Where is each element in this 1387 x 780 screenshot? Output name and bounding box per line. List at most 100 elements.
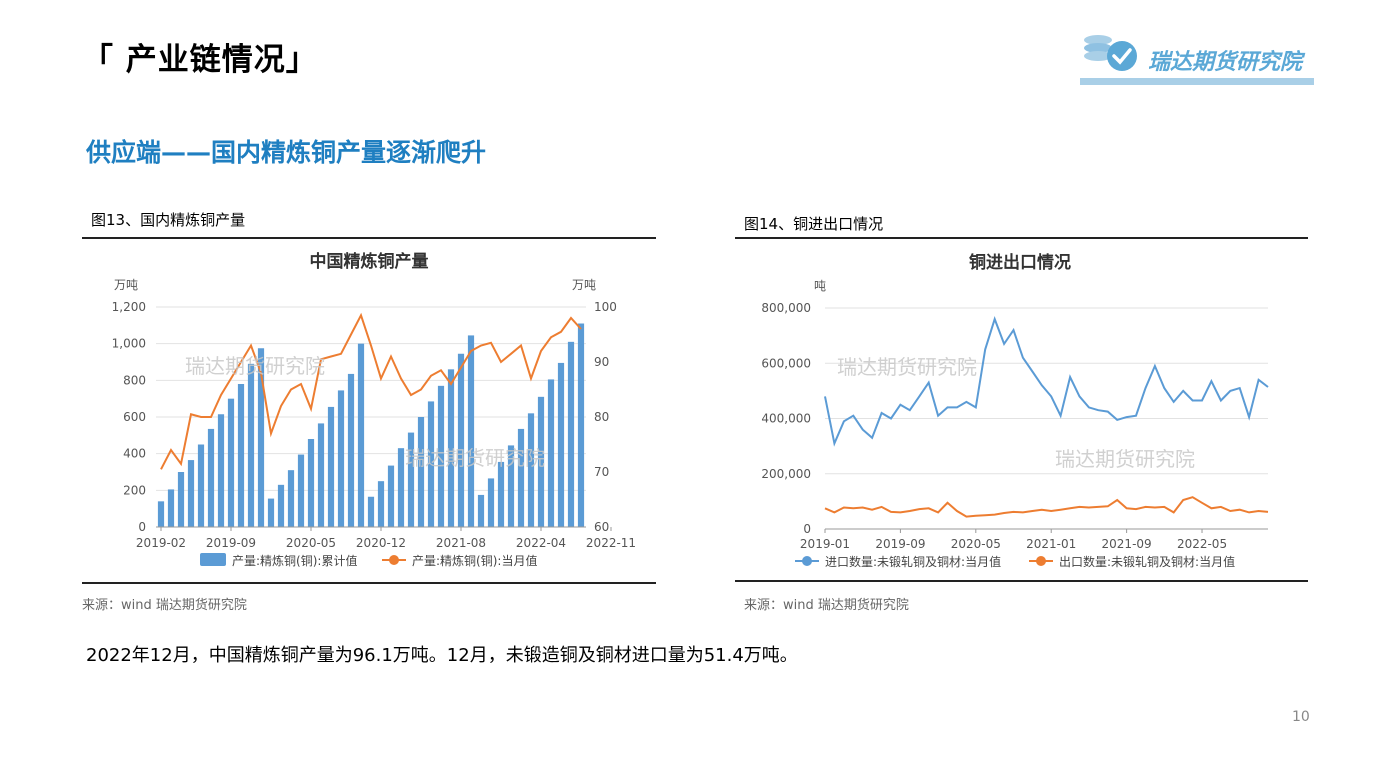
bar <box>327 406 335 527</box>
bar <box>317 423 325 527</box>
bar <box>537 396 545 527</box>
watermark: 瑞达期货研究院 <box>405 446 545 470</box>
bar <box>397 448 405 527</box>
bar <box>267 498 275 527</box>
bar <box>367 496 375 527</box>
y-axis-unit: 吨 <box>814 279 826 293</box>
bar <box>447 369 455 527</box>
x-tick-label: 2020-12 <box>356 536 406 550</box>
y-tick-label: 400,000 <box>761 412 811 426</box>
x-tick-label: 2022-11 <box>586 536 636 550</box>
bar <box>467 335 475 527</box>
left-tick-label: 200 <box>123 483 146 497</box>
bar <box>497 461 505 527</box>
figure-13-bottom-rule <box>82 582 656 584</box>
x-tick-label: 2019-02 <box>136 536 186 550</box>
bar <box>517 428 525 527</box>
x-tick-label: 2022-05 <box>1177 537 1227 551</box>
left-tick-label: 1,200 <box>112 300 146 314</box>
chart-title: 铜进出口情况 <box>969 252 1071 273</box>
series-line-monthly-output <box>160 312 582 470</box>
left-tick-label: 1,000 <box>112 337 146 351</box>
bar <box>257 348 265 527</box>
x-tick-label: 2019-09 <box>875 537 925 551</box>
bar <box>157 501 165 527</box>
bar <box>297 454 305 527</box>
x-tick-label: 2021-08 <box>436 536 486 550</box>
y-tick-label: 200,000 <box>761 467 811 481</box>
bar <box>307 439 315 527</box>
left-tick-label: 600 <box>123 410 146 424</box>
y-tick-label: 600,000 <box>761 356 811 370</box>
page-title: 「 产业链情况」 <box>82 42 318 78</box>
figure-13-source: 来源：wind 瑞达期货研究院 <box>82 598 247 613</box>
right-tick-label: 70 <box>594 465 609 479</box>
bar <box>197 444 205 527</box>
legend-label: 产量:精炼铜(铜):当月值 <box>412 553 537 568</box>
watermark: 瑞达期货研究院 <box>185 354 325 378</box>
x-tick-label: 2021-01 <box>1026 537 1076 551</box>
figure-13-top-rule <box>82 237 656 239</box>
legend-swatch-marker <box>802 556 812 566</box>
bar <box>437 385 445 527</box>
bar <box>507 445 515 527</box>
bar <box>177 472 185 527</box>
y-tick-label: 0 <box>803 522 811 536</box>
bar <box>577 323 585 527</box>
right-tick-label: 80 <box>594 410 609 424</box>
bar <box>287 470 295 527</box>
logo-bar <box>1080 78 1314 85</box>
x-tick-label: 2019-09 <box>206 536 256 550</box>
figure-14-top-rule <box>735 237 1308 239</box>
legend-label: 进口数量:未锻轧铜及铜材:当月值 <box>825 554 1001 569</box>
x-tick-label: 2019-01 <box>800 537 850 551</box>
figure-14-bottom-rule <box>735 580 1308 582</box>
bar <box>527 413 535 527</box>
bar <box>557 362 565 527</box>
bar <box>237 384 245 527</box>
page-number: 10 <box>1292 709 1310 725</box>
legend-swatch-marker <box>389 555 399 565</box>
bar <box>207 428 215 527</box>
summary-text: 2022年12月，中国精炼铜产量为96.1万吨。12月，未锻造铜及铜材进口量为5… <box>86 645 798 666</box>
legend-swatch-marker <box>1036 556 1046 566</box>
x-tick-label: 2022-04 <box>516 536 566 550</box>
bar <box>477 494 485 527</box>
x-tick-label: 2020-05 <box>951 537 1001 551</box>
bar <box>227 398 235 527</box>
x-tick-label: 2020-05 <box>286 536 336 550</box>
figure-14-caption: 图14、铜进出口情况 <box>744 215 884 233</box>
bar <box>427 401 435 527</box>
series-line-exports <box>824 496 1269 518</box>
bar <box>407 432 415 527</box>
right-tick-label: 100 <box>594 300 617 314</box>
bar <box>277 484 285 527</box>
section-subtitle: 供应端——国内精炼铜产量逐渐爬升 <box>86 138 487 167</box>
legend-label: 产量:精炼铜(铜):累计值 <box>232 553 357 568</box>
bar <box>567 341 575 527</box>
bar <box>247 363 255 527</box>
left-axis-unit: 万吨 <box>114 278 138 292</box>
right-axis-unit: 万吨 <box>572 278 596 292</box>
bar <box>377 481 385 527</box>
figure-13-caption: 图13、国内精炼铜产量 <box>91 211 246 229</box>
legend-label: 出口数量:未锻轧铜及铜材:当月值 <box>1059 554 1235 569</box>
right-tick-label: 90 <box>594 355 609 369</box>
watermark: 瑞达期货研究院 <box>837 355 977 379</box>
x-tick-label: 2021-09 <box>1102 537 1152 551</box>
logo-text: 瑞达期货研究院 <box>1148 50 1303 75</box>
bar <box>337 390 345 527</box>
bar <box>357 343 365 527</box>
bar <box>457 353 465 527</box>
bar <box>347 373 355 527</box>
bar <box>417 417 425 527</box>
y-tick-label: 800,000 <box>761 301 811 315</box>
left-tick-label: 400 <box>123 447 146 461</box>
legend-swatch-bar <box>200 553 226 566</box>
bar <box>167 489 175 527</box>
right-tick-label: 60 <box>594 520 609 534</box>
bar <box>387 465 395 527</box>
chart-title: 中国精炼铜产量 <box>310 251 429 272</box>
